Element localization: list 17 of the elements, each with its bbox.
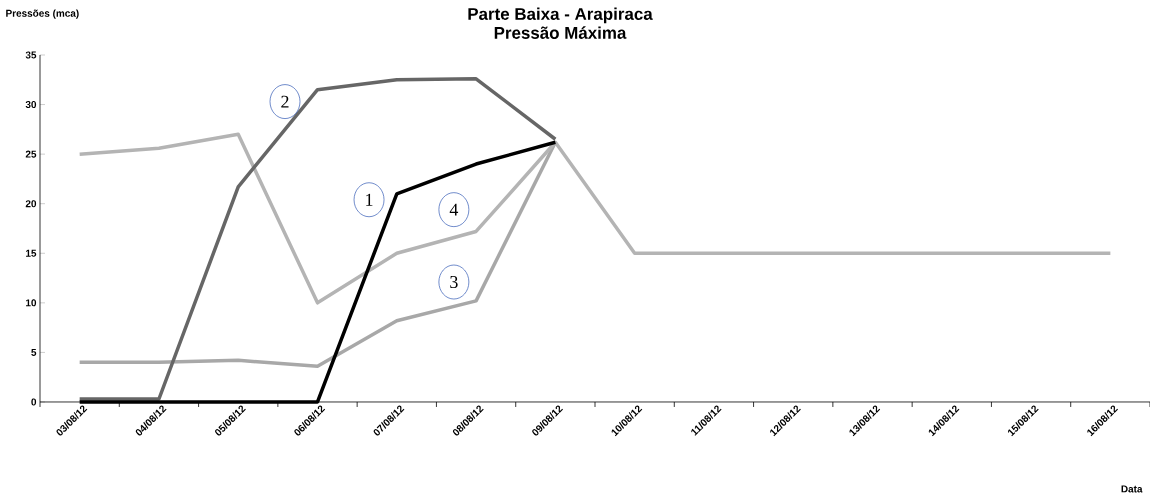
y-tick-label: 20 [25, 200, 37, 208]
annotation: 1 [366, 193, 373, 206]
y-tick-label: 15 [26, 249, 37, 257]
y-tick-label: 10 [26, 299, 37, 307]
y-axis-title: Pressões (mca) [6, 9, 79, 19]
chart-subtitle: Pressão Máxima [494, 26, 627, 39]
annotation: 3 [450, 276, 458, 289]
x-axis-title: Data [1121, 485, 1143, 493]
y-tick-label: 0 [31, 398, 37, 406]
line-series [77, 77, 558, 401]
chart-title: Parte Baixa - Arapiraca [468, 7, 653, 24]
annotation: 4 [449, 203, 459, 216]
y-tick-label: 5 [31, 348, 37, 356]
y-tick-label: 35 [25, 51, 37, 59]
y-tick-label: 25 [25, 150, 37, 158]
y-tick-label: 30 [25, 101, 37, 109]
annotation: 2 [281, 95, 289, 108]
